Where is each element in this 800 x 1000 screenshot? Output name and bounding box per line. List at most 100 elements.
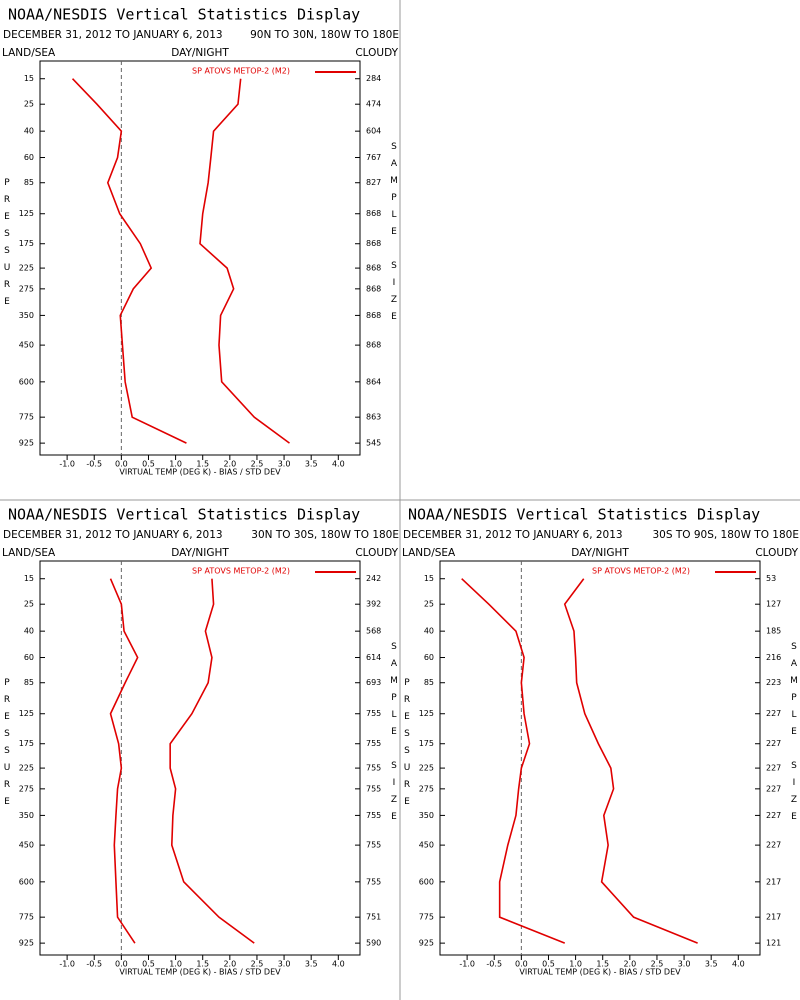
sample-size-label: 614	[366, 653, 381, 662]
y-tick-label: 15	[24, 574, 34, 583]
sample-size-label: 863	[366, 413, 381, 422]
x-tick-label: 4.0	[332, 960, 345, 969]
sample-size-label: 868	[366, 341, 381, 350]
y-tick-label: 450	[19, 841, 34, 850]
sample-size-label: 474	[366, 100, 381, 109]
x-tick-label: 0.0	[515, 960, 528, 969]
sample-size-label: 693	[366, 678, 381, 687]
std-dev-line	[169, 578, 255, 944]
sample-size-label: 755	[366, 709, 381, 718]
bias-line	[71, 78, 187, 444]
y-tick-label: 925	[19, 939, 34, 948]
y-tick-label: 175	[419, 739, 434, 748]
y2-axis-label: SAMPLE SIZE	[389, 642, 399, 829]
x-tick-label: 4.0	[732, 960, 745, 969]
sample-size-label: 827	[366, 178, 381, 187]
sample-size-label: 227	[766, 764, 781, 773]
chart-title: NOAA/NESDIS Vertical Statistics Display	[8, 6, 360, 24]
sample-size-label: 590	[366, 939, 381, 948]
y-axis-label: PRESSURE	[2, 678, 12, 814]
y-tick-label: 600	[19, 877, 34, 886]
y-tick-label: 450	[19, 341, 34, 350]
x-tick-label: 2.5	[651, 960, 664, 969]
sample-size-label: 223	[766, 678, 781, 687]
legend-label: SP ATOVS METOP-2 (M2)	[592, 567, 690, 576]
sample-size-label: 755	[366, 739, 381, 748]
filter-label: LAND/SEA	[2, 47, 56, 59]
sample-size-label: 127	[766, 600, 781, 609]
x-tick-label: 2.5	[251, 960, 264, 969]
chart-title: NOAA/NESDIS Vertical Statistics Display	[408, 506, 760, 524]
sample-size-label: 284	[366, 74, 381, 83]
x-tick-label: 2.0	[223, 960, 236, 969]
y-tick-label: 175	[19, 739, 34, 748]
y-tick-label: 225	[419, 764, 434, 773]
x-tick-label: 1.5	[196, 460, 209, 469]
y-tick-label: 175	[19, 239, 34, 248]
y-tick-label: 40	[424, 627, 434, 636]
x-tick-label: 0.5	[142, 960, 155, 969]
x-tick-label: 3.0	[278, 460, 291, 469]
y-tick-label: 125	[419, 709, 434, 718]
sample-size-label: 755	[366, 764, 381, 773]
y-axis-label: PRESSURE	[402, 678, 412, 814]
sample-size-label: 216	[766, 653, 781, 662]
y-tick-label: 600	[419, 877, 434, 886]
sample-size-label: 604	[366, 127, 381, 136]
y-tick-label: 225	[19, 764, 34, 773]
x-axis-label: VIRTUAL TEMP (DEG K) - BIAS / STD DEV	[119, 968, 281, 977]
x-tick-label: 0.5	[542, 960, 555, 969]
x-tick-label: 1.0	[169, 960, 182, 969]
y-tick-label: 25	[24, 100, 34, 109]
bias-line	[461, 578, 566, 944]
sample-size-label: 227	[766, 811, 781, 820]
x-tick-label: 3.0	[678, 960, 691, 969]
filter-label: CLOUDY	[355, 547, 398, 559]
y-tick-label: 15	[424, 574, 434, 583]
y-tick-label: 775	[19, 913, 34, 922]
y-tick-label: 60	[24, 153, 34, 162]
filter-label: CLOUDY	[355, 47, 398, 59]
x-tick-label: 3.0	[278, 960, 291, 969]
sample-size-label: 868	[366, 209, 381, 218]
sample-size-label: 545	[366, 439, 381, 448]
filter-label: LAND/SEA	[2, 547, 56, 559]
x-axis-label: VIRTUAL TEMP (DEG K) - BIAS / STD DEV	[119, 468, 281, 477]
panel: NOAA/NESDIS Vertical Statistics Display D…	[402, 506, 799, 977]
sample-size-label: 868	[366, 264, 381, 273]
y-tick-label: 600	[19, 377, 34, 386]
region: 30N TO 30S, 180W TO 180E	[251, 529, 399, 541]
sample-size-label: 755	[366, 877, 381, 886]
x-axis-label: VIRTUAL TEMP (DEG K) - BIAS / STD DEV	[519, 968, 681, 977]
y2-axis-label: SAMPLE SIZE	[789, 642, 799, 829]
y-tick-label: 275	[19, 784, 34, 793]
x-tick-label: 1.0	[569, 960, 582, 969]
sample-size-label: 767	[366, 153, 381, 162]
sample-size-label: 227	[766, 709, 781, 718]
x-tick-label: -0.5	[86, 960, 102, 969]
x-tick-label: 1.0	[169, 460, 182, 469]
y-tick-label: 125	[19, 209, 34, 218]
x-tick-label: -0.5	[86, 460, 102, 469]
sample-size-label: 227	[766, 784, 781, 793]
y-tick-label: 25	[424, 600, 434, 609]
legend-label: SP ATOVS METOP-2 (M2)	[192, 67, 290, 76]
filter-label: DAY/NIGHT	[171, 547, 229, 559]
x-tick-label: -0.5	[486, 960, 502, 969]
x-tick-label: 1.5	[596, 960, 609, 969]
sample-size-label: 755	[366, 841, 381, 850]
y-tick-label: 85	[424, 678, 434, 687]
y-tick-label: 60	[424, 653, 434, 662]
y-tick-label: 40	[24, 627, 34, 636]
y-tick-label: 775	[419, 913, 434, 922]
x-tick-label: 3.5	[305, 460, 318, 469]
y-tick-label: 925	[419, 939, 434, 948]
y-tick-label: 925	[19, 439, 34, 448]
x-tick-label: 3.5	[705, 960, 718, 969]
y-tick-label: 60	[24, 653, 34, 662]
y-tick-label: 85	[24, 178, 34, 187]
y-tick-label: 125	[19, 709, 34, 718]
sample-size-label: 751	[366, 913, 381, 922]
plot-frame	[39, 60, 361, 456]
plot-frame	[439, 560, 761, 956]
